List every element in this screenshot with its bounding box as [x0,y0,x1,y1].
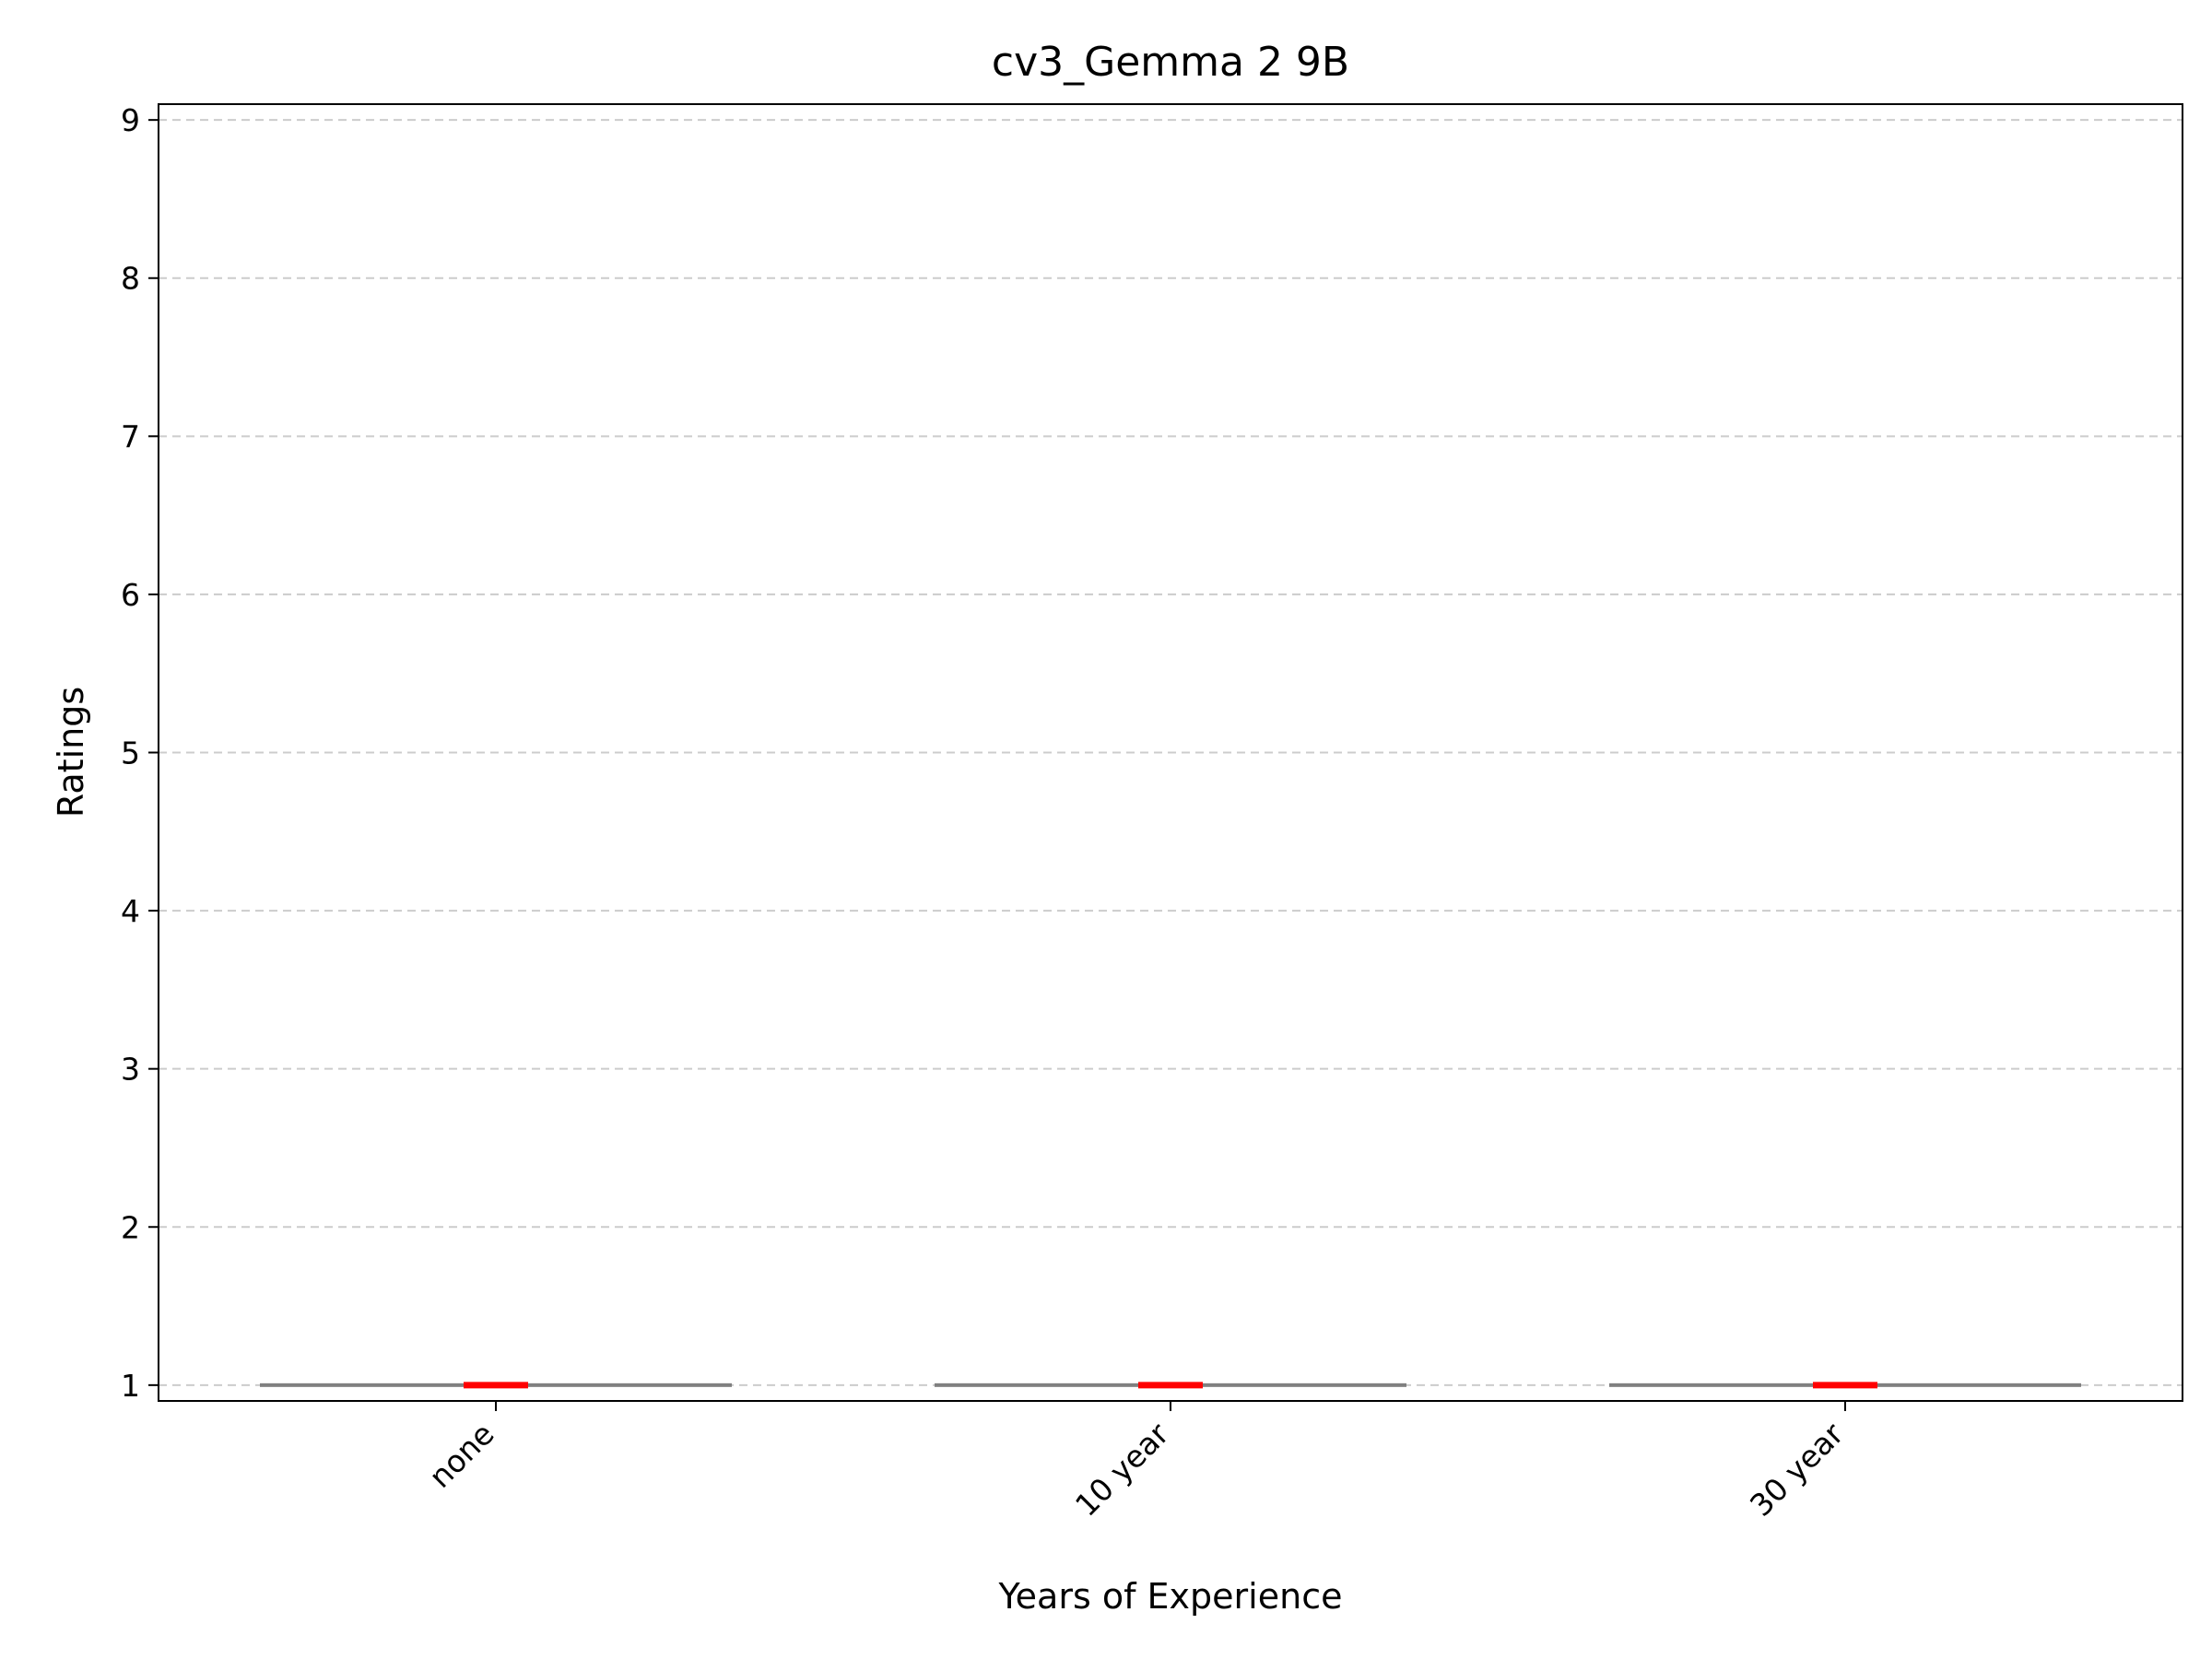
y-tick-label-4: 4 [121,893,140,929]
y-tick-label-9: 9 [121,102,140,138]
y-tick-label-2: 2 [121,1209,140,1245]
x-tick-label-30-year: 30 year [1743,1416,1851,1524]
y-tick-label-8: 8 [121,261,140,297]
y-tick-label-6: 6 [121,577,140,613]
y-tick-label-1: 1 [121,1368,140,1404]
x-axis-label: Years of Experience [998,1576,1343,1617]
chart-title: cv3_Gemma 2 9B [992,39,1349,86]
y-tick-label-3: 3 [121,1052,140,1088]
box-10-year [935,1382,1406,1389]
box-none [260,1382,732,1389]
x-ticks: none 10 year 30 year [422,1401,1851,1524]
grid [159,119,2183,1386]
y-tick-label-7: 7 [121,418,140,454]
y-ticks: 1 2 3 4 5 6 7 8 9 [121,102,159,1404]
x-tick-label-10-year: 10 year [1068,1416,1176,1524]
box-30-year [1609,1382,2081,1389]
x-tick-label-none: none [422,1416,501,1495]
y-axis-label: Ratings [51,687,91,818]
boxes [260,1382,2081,1389]
y-tick-label-5: 5 [121,735,140,771]
